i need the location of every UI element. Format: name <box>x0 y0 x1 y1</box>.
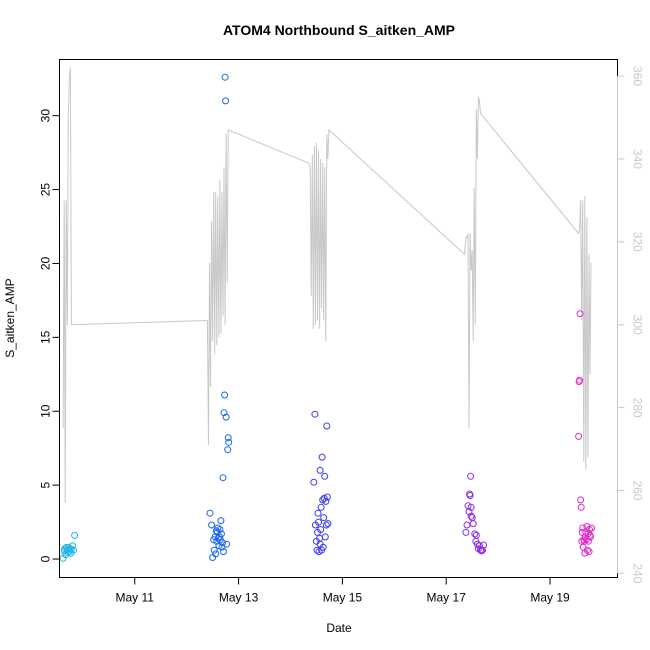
x-axis: May 11 May 13 May 15 May 17 May 19 <box>116 577 570 605</box>
y-axis-right: 240 260 280 300 320 340 360 <box>617 66 644 584</box>
right-axis-line-series <box>62 67 592 503</box>
scatter-points <box>59 73 595 562</box>
scatter-point <box>321 533 329 541</box>
scatter-point <box>221 391 229 399</box>
scatter-point <box>463 521 471 529</box>
scatter-point <box>478 547 485 555</box>
scatter-point <box>480 541 488 549</box>
scatter-point <box>577 503 585 511</box>
scatter-point <box>577 496 585 504</box>
scatter-point <box>316 466 324 474</box>
y-tick-label: 25 <box>39 183 53 197</box>
scatter-point <box>219 474 227 482</box>
scatter-point <box>314 509 322 517</box>
scatter-point <box>208 521 216 529</box>
y2-tick-label: 280 <box>630 398 644 418</box>
scatter-point <box>466 492 474 499</box>
scatter-point <box>316 540 324 548</box>
scatter-point <box>323 493 331 501</box>
scatter-point <box>320 514 328 522</box>
scatter-point <box>479 546 486 554</box>
scatter-point <box>217 530 225 538</box>
scatter-point <box>575 432 583 440</box>
scatter-point <box>462 528 470 536</box>
scatter-point <box>576 310 584 318</box>
y-axis-left: 0 5 10 15 20 25 30 <box>39 109 60 562</box>
scatter-point <box>321 472 329 480</box>
scatter-point <box>65 548 73 556</box>
scatter-point <box>465 508 473 516</box>
plot-frame <box>59 59 618 578</box>
y2-tick-label: 240 <box>630 563 644 583</box>
scatter-point <box>217 517 225 525</box>
scatter-point <box>579 543 587 551</box>
scatter-point <box>467 472 475 480</box>
y2-tick-label: 340 <box>630 149 644 169</box>
scatter-point <box>220 548 227 556</box>
scatter-point <box>225 438 233 446</box>
scatter-point <box>311 410 319 418</box>
scatter-point <box>588 524 595 532</box>
scatter-point <box>224 434 232 442</box>
scatter-point <box>477 546 484 554</box>
scatter-point <box>585 548 593 556</box>
x-tick-label: May 15 <box>323 591 363 605</box>
x-tick-label: May 11 <box>116 591 155 605</box>
y-tick-label: 15 <box>39 330 53 344</box>
line-series-path <box>62 67 592 503</box>
scatter-point <box>212 550 220 558</box>
scatter-point <box>219 539 226 547</box>
y2-tick-label: 260 <box>630 480 644 500</box>
scatter-point <box>580 537 588 545</box>
scatter-point <box>471 530 479 538</box>
scatter-point <box>69 542 76 550</box>
x-tick-label: May 19 <box>530 591 570 605</box>
y2-tick-label: 300 <box>630 315 644 335</box>
scatter-point <box>467 503 475 511</box>
scatter-point <box>210 546 218 554</box>
scatter-point <box>313 546 321 554</box>
scatter-point <box>467 512 475 520</box>
scatter-point <box>324 520 332 528</box>
x-tick-label: May 17 <box>427 591 467 605</box>
scatter-point <box>587 533 594 541</box>
scatter-point <box>220 409 228 417</box>
y-tick-label: 20 <box>39 256 53 270</box>
scatter-point <box>469 520 477 528</box>
scatter-point <box>317 526 325 533</box>
y2-tick-label: 320 <box>630 232 644 252</box>
scatter-point <box>310 478 318 486</box>
scatter-point <box>322 521 330 529</box>
y-tick-label: 10 <box>39 404 53 418</box>
scatter-point <box>71 531 79 539</box>
y-tick-label: 5 <box>39 481 53 488</box>
scatter-point <box>583 546 591 554</box>
scatter-point <box>315 518 322 526</box>
scatter-point <box>70 546 77 554</box>
scatter-point <box>317 503 325 511</box>
y2-tick-label: 360 <box>630 66 644 86</box>
scatter-point <box>223 540 231 548</box>
scatter-point <box>318 453 326 461</box>
y-tick-label: 30 <box>39 109 53 123</box>
scatter-point <box>472 531 480 539</box>
y-tick-label: 0 <box>39 555 53 562</box>
scatter-point <box>222 413 230 421</box>
scatter-point <box>214 524 222 532</box>
scatter-point <box>221 73 229 81</box>
chart-title: ATOM4 Northbound S_aitken_AMP <box>223 22 455 38</box>
scatter-point <box>224 446 232 454</box>
scatter-point <box>222 97 230 105</box>
scatter-point <box>322 497 330 505</box>
x-tick-label: May 13 <box>219 591 259 605</box>
y-axis-label: S_aitken_AMP <box>3 278 17 357</box>
scatter-point <box>323 422 331 430</box>
x-axis-label: Date <box>326 621 352 635</box>
scatter-point <box>206 509 214 517</box>
scatter-point <box>576 376 584 384</box>
scatter-point <box>216 526 224 533</box>
